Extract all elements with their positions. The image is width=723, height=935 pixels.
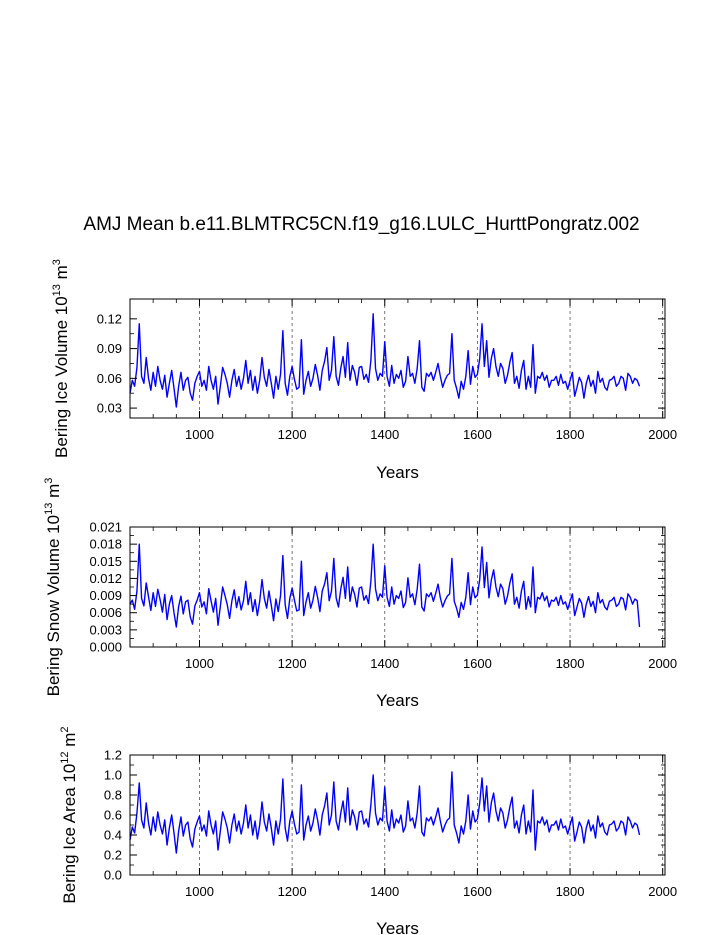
series-line <box>129 543 641 628</box>
x-tick-label: 2000 <box>648 884 677 899</box>
x-tick-label: 1400 <box>370 427 399 442</box>
x-tick-label: 1600 <box>463 656 492 671</box>
y-tick-label: 0.003 <box>89 622 122 637</box>
x-tick-label: 1800 <box>556 884 585 899</box>
series-line <box>129 313 641 408</box>
y-tick-label: 0.12 <box>97 311 122 326</box>
x-tick-label: 2000 <box>648 427 677 442</box>
plot-frame <box>129 298 666 419</box>
y-tick-label: 0.000 <box>89 640 122 655</box>
x-tick-label: 1200 <box>278 427 307 442</box>
x-tick-label: 1400 <box>370 884 399 899</box>
x-axis-label: Years <box>376 691 419 710</box>
y-tick-label: 1.2 <box>104 748 122 763</box>
y-tick-label: 0.015 <box>89 554 122 569</box>
x-tick-label: 1600 <box>463 884 492 899</box>
plot-frame <box>129 754 666 876</box>
y-tick-label: 1.0 <box>104 768 122 783</box>
y-axis-label: Bering Ice Area 1012 m2 <box>59 726 79 903</box>
series-line <box>129 771 641 854</box>
x-tick-label: 1400 <box>370 656 399 671</box>
y-tick-label: 0.0 <box>104 868 122 883</box>
page-title: AMJ Mean b.e11.BLMTRC5CN.f19_g16.LULC_Hu… <box>83 214 640 235</box>
x-tick-label: 2000 <box>648 656 677 671</box>
y-tick-label: 0.018 <box>89 537 122 552</box>
y-tick-label: 0.4 <box>104 828 122 843</box>
x-tick-label: 1800 <box>556 427 585 442</box>
y-tick-label: 0.8 <box>104 788 122 803</box>
chart-ice-area: 1000 1200 1400 1600 1800 2000 0.0 0.2 0.4 0.6 0.8 1… <box>59 726 677 935</box>
y-tick-label: 0.06 <box>97 371 122 386</box>
y-tick-label: 0.09 <box>97 341 122 356</box>
chart-snow-volume: 1000 1200 1400 1600 1800 2000 0.000 0.003 0.006 0… <box>43 478 677 710</box>
y-tick-label: 0.021 <box>89 520 122 535</box>
x-axis-label: Years <box>376 463 419 482</box>
y-tick-label: 0.009 <box>89 588 122 603</box>
y-tick-label: 0.2 <box>104 848 122 863</box>
x-tick-label: 1000 <box>185 427 214 442</box>
y-tick-label: 0.03 <box>97 401 122 416</box>
x-tick-label: 1600 <box>463 427 492 442</box>
plot-frame <box>129 526 666 648</box>
x-tick-label: 1000 <box>185 656 214 671</box>
x-axis-label: Years <box>376 919 419 935</box>
x-tick-label: 1200 <box>278 884 307 899</box>
x-tick-label: 1000 <box>185 884 214 899</box>
chart-ice-volume: 1000 1200 1400 1600 1800 2000 0.03 0.06 0.09 0.12… <box>51 259 677 482</box>
y-tick-label: 0.006 <box>89 605 122 620</box>
y-axis-label: Bering Ice Volume 1013 m3 <box>51 259 71 458</box>
y-tick-label: 0.012 <box>89 571 122 586</box>
y-tick-label: 0.6 <box>104 808 122 823</box>
y-axis-label: Bering Snow Volume 1013 m3 <box>43 478 63 697</box>
x-tick-label: 1800 <box>556 656 585 671</box>
x-tick-label: 1200 <box>278 656 307 671</box>
